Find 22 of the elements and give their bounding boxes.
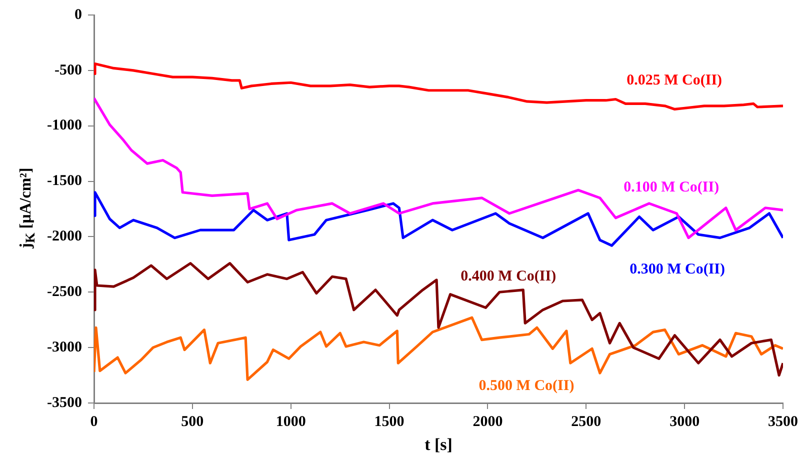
series-label: 0.025 M Co(II)	[626, 72, 722, 89]
x-axis-title: t [s]	[424, 435, 452, 454]
y-tick-label: -2500	[47, 284, 82, 300]
x-tick-label: 0	[90, 414, 98, 430]
series-label: 0.400 M Co(II)	[460, 268, 556, 284]
y-tick-label: -1500	[47, 173, 82, 190]
x-tick-label: 3500	[768, 414, 798, 430]
x-tick-label: 1000	[276, 414, 306, 430]
y-tick-label: -3000	[47, 339, 82, 356]
x-tick-label: 2000	[472, 414, 503, 430]
y-tick-label: -3500	[47, 394, 82, 411]
series-label: 0.500 M Co(II)	[478, 378, 574, 394]
y-tick-label: 0	[74, 6, 82, 23]
y-tick-label: -1000	[47, 118, 82, 134]
y-tick-label: -500	[54, 62, 82, 78]
y-tick-label: -2000	[47, 228, 82, 245]
x-tick-label: 3000	[670, 414, 700, 430]
x-tick-label: 2500	[571, 414, 602, 430]
series-label: 0.300 M Co(II)	[630, 261, 725, 278]
series-label: 0.100 M Co(II)	[624, 179, 720, 196]
x-tick-label: 1500	[374, 414, 404, 430]
x-tick-label: 500	[181, 414, 204, 430]
